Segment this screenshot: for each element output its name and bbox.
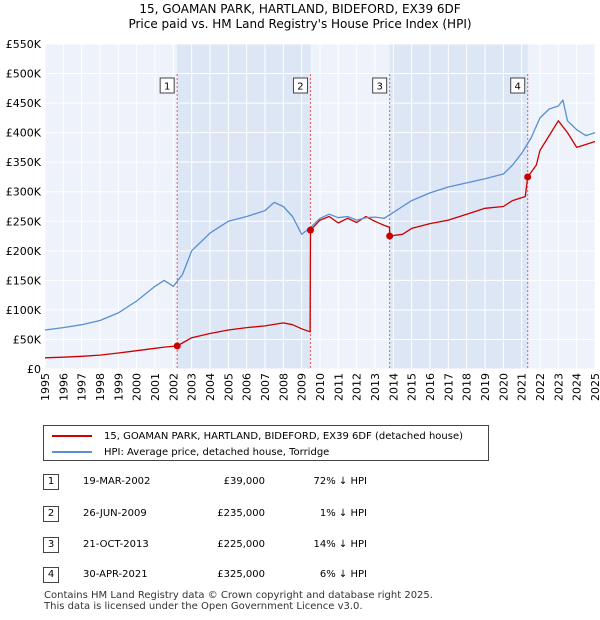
x-tick-label: 2003 xyxy=(186,373,199,401)
transaction-date: 30-APR-2021 xyxy=(83,569,148,580)
x-tick-label: 2016 xyxy=(424,373,437,401)
x-tick-label: 2020 xyxy=(497,373,510,401)
y-tick-label: £450K xyxy=(6,97,42,110)
x-tick-label: 2015 xyxy=(406,373,419,401)
x-tick-label: 2019 xyxy=(479,373,492,401)
sale-label: 2 xyxy=(297,82,303,93)
shaded-period xyxy=(389,44,528,369)
x-tick-label: 2021 xyxy=(516,373,529,401)
x-tick-label: 2010 xyxy=(314,373,327,401)
transaction-hpi-diff: 1% ↓ HPI xyxy=(319,508,367,519)
transaction-number: 3 xyxy=(43,537,59,553)
transaction-hpi-diff: 14% ↓ HPI xyxy=(313,539,367,550)
y-tick-label: £350K xyxy=(6,156,42,169)
x-tick-label: 2000 xyxy=(131,373,144,401)
y-tick-label: £200K xyxy=(6,245,42,258)
sale-point xyxy=(173,342,181,350)
x-tick-label: 2022 xyxy=(534,373,547,401)
transaction-date: 26-JUN-2009 xyxy=(83,508,147,519)
x-tick-label: 2014 xyxy=(387,373,400,401)
chart-title: 15, GOAMAN PARK, HARTLAND, BIDEFORD, EX3… xyxy=(139,2,461,16)
y-tick-label: £500K xyxy=(6,68,42,81)
transaction-hpi-diff: 6% ↓ HPI xyxy=(319,569,367,580)
y-tick-label: £300K xyxy=(6,186,42,199)
transaction-number: 1 xyxy=(43,474,59,490)
chart-subtitle: Price paid vs. HM Land Registry's House … xyxy=(128,17,472,31)
x-tick-label: 2008 xyxy=(277,373,290,401)
x-tick-label: 2012 xyxy=(351,373,364,401)
footer-copyright: Contains HM Land Registry data © Crown c… xyxy=(44,590,433,601)
sale-label-box xyxy=(292,77,308,94)
legend-swatch-hpi xyxy=(52,451,92,453)
x-tick-label: 2009 xyxy=(296,373,309,401)
transaction-date: 19-MAR-2002 xyxy=(83,476,151,487)
sale-label: 3 xyxy=(376,82,382,93)
x-tick-label: 2006 xyxy=(241,373,254,401)
sale-label-box xyxy=(510,77,526,94)
legend-item-hpi: HPI: Average price, detached house, Torr… xyxy=(52,445,329,459)
x-tick-label: 2017 xyxy=(442,373,455,401)
shaded-period xyxy=(177,44,311,369)
transaction-hpi-diff: 72% ↓ HPI xyxy=(313,476,367,487)
y-tick-label: £50K xyxy=(13,333,42,346)
y-tick-label: £400K xyxy=(6,127,42,140)
transaction-number: 4 xyxy=(43,567,59,583)
sale-point xyxy=(306,226,314,234)
legend-label-hpi: HPI: Average price, detached house, Torr… xyxy=(104,446,330,458)
x-tick-label: 1999 xyxy=(112,373,125,401)
y-tick-label: £550K xyxy=(6,38,42,51)
sale-label: 4 xyxy=(515,82,521,93)
sale-label-box xyxy=(159,77,175,94)
x-tick-label: 2018 xyxy=(461,373,474,401)
transaction-date: 21-OCT-2013 xyxy=(83,539,149,550)
x-tick-label: 2023 xyxy=(552,373,565,401)
transaction-number: 2 xyxy=(43,506,59,522)
x-tick-label: 2004 xyxy=(204,373,217,401)
x-tick-label: 2002 xyxy=(167,373,180,401)
x-tick-label: 2011 xyxy=(332,373,345,401)
x-tick-label: 2024 xyxy=(571,373,584,401)
x-tick-label: 1996 xyxy=(57,373,70,401)
legend-item-property: 15, GOAMAN PARK, HARTLAND, BIDEFORD, EX3… xyxy=(52,429,463,443)
series-hpi-line xyxy=(44,99,596,331)
transaction-price: £225,000 xyxy=(217,539,265,550)
x-tick-label: 1998 xyxy=(94,373,107,401)
legend-label-property: 15, GOAMAN PARK, HARTLAND, BIDEFORD, EX3… xyxy=(104,430,464,442)
transaction-price: £325,000 xyxy=(217,569,265,580)
sale-point xyxy=(386,232,394,240)
x-tick-label: 2025 xyxy=(589,373,600,401)
x-tick-label: 1997 xyxy=(76,373,89,401)
y-tick-label: £100K xyxy=(6,304,42,317)
x-tick-label: 2005 xyxy=(222,373,235,401)
footer-licence: This data is licensed under the Open Gov… xyxy=(44,601,363,612)
x-tick-label: 1995 xyxy=(39,373,52,401)
price-chart: £0 £50K £100K £150K £200K £250K £300K £350K £400… xyxy=(6,38,600,401)
sale-label: 1 xyxy=(164,82,170,93)
series-property-line xyxy=(44,120,596,359)
transaction-price: £235,000 xyxy=(217,508,265,519)
sale-label-box xyxy=(372,77,388,94)
legend: 15, GOAMAN PARK, HARTLAND, BIDEFORD, EX3… xyxy=(43,425,489,461)
y-tick-label: £0 xyxy=(27,363,41,376)
x-tick-label: 2001 xyxy=(149,373,162,401)
legend-swatch-property xyxy=(52,435,92,437)
transaction-price: £39,000 xyxy=(223,476,265,487)
x-tick-label: 2013 xyxy=(369,373,382,401)
sale-point xyxy=(524,173,532,181)
y-tick-label: £150K xyxy=(6,274,42,287)
y-tick-label: £250K xyxy=(6,215,42,228)
x-tick-label: 2007 xyxy=(259,373,272,401)
